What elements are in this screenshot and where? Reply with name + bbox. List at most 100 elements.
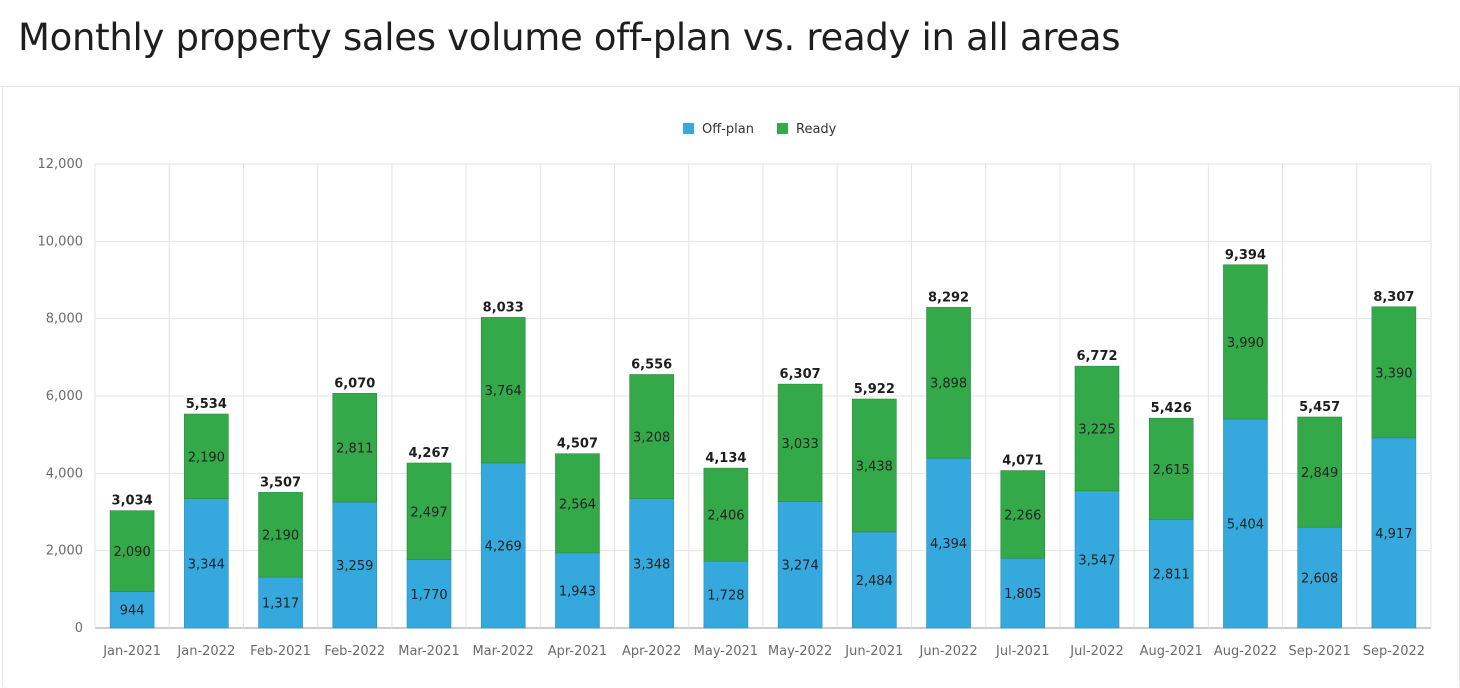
bar-ready xyxy=(258,492,303,578)
y-tick-label: 6,000 xyxy=(46,389,83,404)
data-label-off-plan: 3,348 xyxy=(633,557,670,572)
bar-ready xyxy=(332,392,378,503)
data-label-total: 3,507 xyxy=(260,475,301,490)
data-label-off-plan: 1,770 xyxy=(410,588,447,603)
x-tick-label: Mar-2022 xyxy=(472,644,533,659)
data-label-off-plan: 3,344 xyxy=(188,557,225,572)
legend-item[interactable]: Off-plan xyxy=(683,122,754,137)
stacked-bar-chart: 0 2,000 4,000 6,000 8,000 10,000 12,000 944 2,0… xyxy=(38,122,1432,659)
data-label-ready: 2,497 xyxy=(410,505,447,520)
data-label-ready: 3,990 xyxy=(1227,336,1264,351)
grid-lines xyxy=(94,163,1432,629)
data-label-off-plan: 3,259 xyxy=(336,559,373,574)
x-tick-label: Jul-2022 xyxy=(1069,644,1123,659)
chart-panel: 0 2,000 4,000 6,000 8,000 10,000 12,000 944 2,0… xyxy=(2,87,1460,687)
page-title: Monthly property sales volume off-plan v… xyxy=(18,16,1121,59)
x-tick-label: Jul-2021 xyxy=(995,644,1049,659)
data-label-ready: 3,225 xyxy=(1078,422,1115,437)
bar-off-plan xyxy=(629,498,674,629)
x-tick-label: Jun-2022 xyxy=(919,644,978,659)
data-label-total: 3,034 xyxy=(112,494,153,509)
bar-off-plan xyxy=(480,462,526,629)
bar-off-plan xyxy=(406,559,452,629)
data-label-off-plan: 1,805 xyxy=(1004,587,1041,602)
bar-off-plan xyxy=(332,501,378,629)
bar-ready xyxy=(777,383,823,502)
data-label-total: 4,071 xyxy=(1002,454,1043,469)
y-tick-label: 2,000 xyxy=(46,544,83,559)
data-label-off-plan: 4,917 xyxy=(1375,527,1412,542)
title-bar: Monthly property sales volume off-plan v… xyxy=(0,0,1460,87)
y-tick-label: 8,000 xyxy=(46,312,83,327)
bars: 944 2,090 3,034 3,344 2,190 5,534 1,317 2,190 3,… xyxy=(109,248,1417,629)
x-tick-label: Aug-2022 xyxy=(1214,644,1277,659)
data-label-total: 5,534 xyxy=(186,397,227,412)
x-tick-label: Feb-2022 xyxy=(324,644,385,659)
data-label-ready: 3,208 xyxy=(633,431,670,446)
data-label-total: 6,772 xyxy=(1076,349,1117,364)
x-tick-label: Mar-2021 xyxy=(398,644,459,659)
x-tick-label: May-2021 xyxy=(694,644,758,659)
data-label-total: 6,307 xyxy=(780,367,821,382)
legend-label: Ready xyxy=(796,122,837,137)
bar-ready xyxy=(852,398,897,533)
bar-ready xyxy=(1371,306,1417,439)
data-label-total: 5,457 xyxy=(1299,400,1340,415)
bar-off-plan xyxy=(1297,526,1342,629)
bar-ready xyxy=(1223,264,1268,420)
legend-swatch xyxy=(777,123,788,134)
bar-off-plan xyxy=(1371,437,1417,629)
data-label-off-plan: 944 xyxy=(120,604,145,619)
data-label-off-plan: 4,394 xyxy=(930,537,967,552)
data-label-off-plan: 1,728 xyxy=(707,589,744,604)
bar-off-plan xyxy=(852,531,897,629)
data-label-off-plan: 1,317 xyxy=(262,597,299,612)
bar-ready xyxy=(184,413,229,499)
data-label-ready: 3,898 xyxy=(930,377,967,392)
bar-off-plan xyxy=(1074,490,1120,629)
x-tick-label: Sep-2021 xyxy=(1289,644,1351,659)
data-label-off-plan: 3,274 xyxy=(782,559,819,574)
legend-label: Off-plan xyxy=(702,122,754,137)
data-label-ready: 3,033 xyxy=(782,437,819,452)
data-label-total: 4,507 xyxy=(557,437,598,452)
data-label-off-plan: 4,269 xyxy=(485,539,522,554)
data-label-ready: 2,266 xyxy=(1004,508,1041,523)
y-tick-label: 0 xyxy=(75,621,83,636)
bar-ready xyxy=(926,307,971,459)
bar-ready xyxy=(1297,416,1342,528)
data-label-off-plan: 5,404 xyxy=(1227,518,1264,533)
data-label-total: 4,134 xyxy=(705,451,746,466)
bar-off-plan xyxy=(926,457,971,629)
bar-off-plan xyxy=(1148,519,1194,629)
data-label-off-plan: 2,608 xyxy=(1301,572,1338,587)
bar-off-plan xyxy=(109,591,155,629)
data-label-total: 8,033 xyxy=(483,300,524,315)
data-label-ready: 2,090 xyxy=(114,545,151,560)
y-tick-label: 4,000 xyxy=(46,466,83,481)
data-label-off-plan: 2,811 xyxy=(1153,568,1190,583)
data-label-total: 8,292 xyxy=(928,290,969,305)
data-label-ready: 2,190 xyxy=(262,529,299,544)
legend-swatch xyxy=(683,123,694,134)
x-tick-label: Jan-2021 xyxy=(102,644,161,659)
x-tick-label: Jan-2022 xyxy=(176,644,235,659)
data-label-total: 4,267 xyxy=(408,446,449,461)
data-label-off-plan: 1,943 xyxy=(559,584,596,599)
data-label-total: 6,070 xyxy=(334,376,375,391)
data-label-ready: 3,764 xyxy=(485,384,522,399)
legend[interactable]: Off-plan Ready xyxy=(683,122,837,137)
bar-off-plan xyxy=(1000,557,1046,629)
x-axis: Jan-2021 Jan-2022 Feb-2021 Feb-2022 Mar-2021… xyxy=(102,644,1425,659)
y-axis: 0 2,000 4,000 6,000 8,000 10,000 12,000 xyxy=(38,157,84,636)
data-label-ready: 2,849 xyxy=(1301,466,1338,481)
bar-off-plan xyxy=(258,576,303,629)
legend-item[interactable]: Ready xyxy=(777,122,837,137)
data-label-total: 6,556 xyxy=(631,358,672,373)
x-tick-label: Aug-2021 xyxy=(1140,644,1203,659)
bar-ready xyxy=(406,462,452,560)
data-label-total: 8,307 xyxy=(1373,290,1414,305)
data-label-ready: 2,615 xyxy=(1153,463,1190,478)
data-label-total: 5,922 xyxy=(854,382,895,397)
data-label-off-plan: 3,547 xyxy=(1078,553,1115,568)
